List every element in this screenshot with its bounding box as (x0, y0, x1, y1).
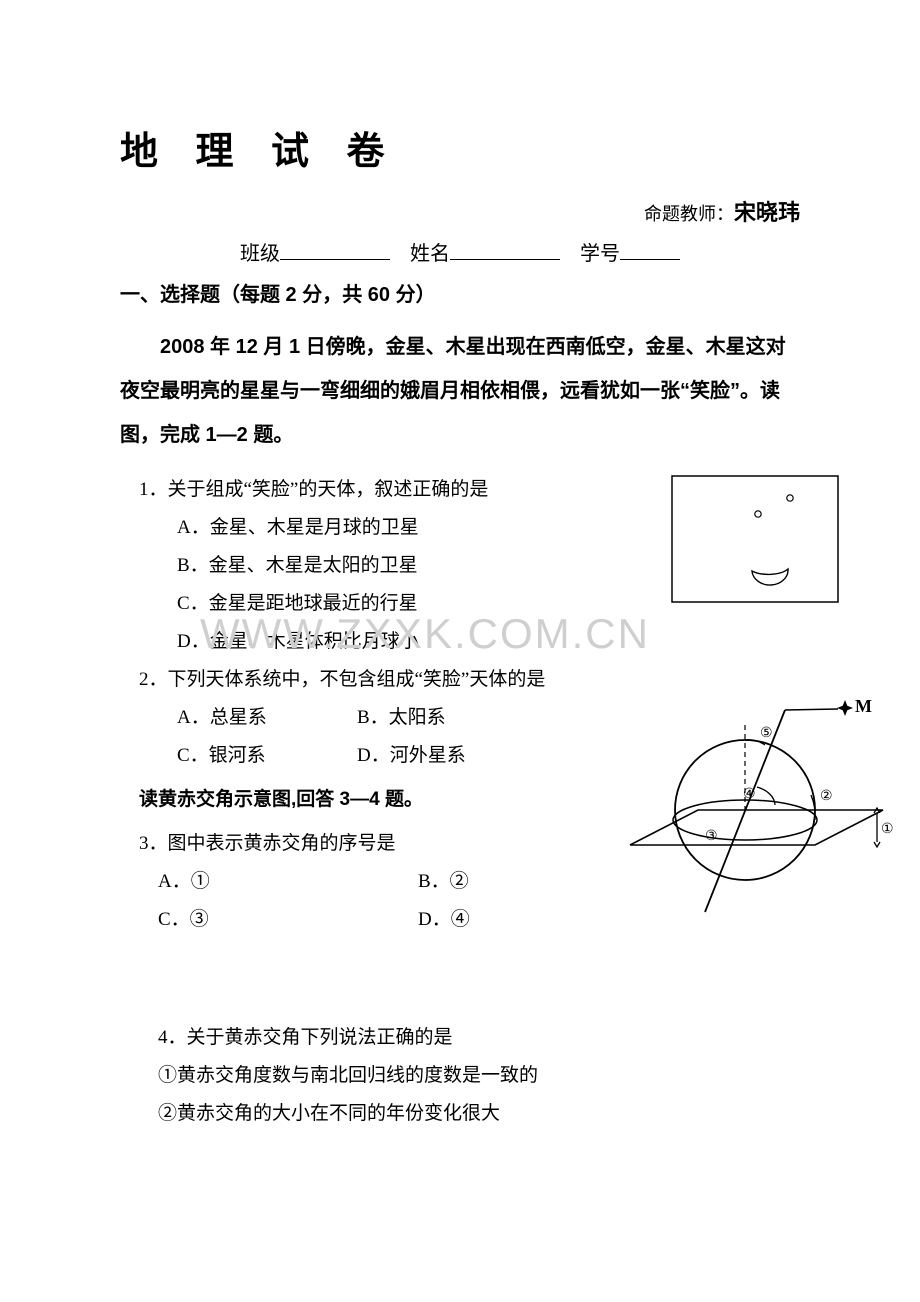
label-3: ③ (705, 829, 718, 844)
q2-opt-d: D．河外星系 (357, 737, 537, 775)
q1-opt-d: D．金星、木星体积比月球小 (177, 623, 800, 661)
class-label: 班级 (240, 243, 280, 265)
label-1: ① (881, 822, 894, 837)
figure-smile-sky (670, 474, 840, 604)
page: 地 理 试 卷 命题教师：宋晓玮 班级 姓名 学号 一、选择题（每题 2 分，共… (0, 0, 920, 1302)
q2-opt-b: B．太阳系 (357, 699, 537, 737)
id-label: 学号 (580, 243, 620, 265)
passage-1: 2008 年 12 月 1 日傍晚，金星、木星出现在西南低空，金星、木星这对夜空… (120, 325, 800, 457)
student-info-line: 班级 姓名 学号 (120, 237, 800, 266)
q2-opt-a: A．总星系 (177, 699, 357, 737)
teacher-line: 命题教师：宋晓玮 (120, 195, 800, 227)
q4-line1: ①黄赤交角度数与南北回归线的度数是一致的 (158, 1057, 800, 1095)
question-4: 4．关于黄赤交角下列说法正确的是 ①黄赤交角度数与南北回归线的度数是一致的 ②黄… (158, 1019, 800, 1133)
q4-line2: ②黄赤交角的大小在不同的年份变化很大 (158, 1095, 800, 1133)
q2-opt-c: C．银河系 (177, 737, 357, 775)
label-4: ④ (743, 787, 756, 802)
class-blank (280, 259, 390, 260)
figure-obliquity: M ⑤ ② ④ ③ ① (615, 690, 895, 915)
name-blank (450, 259, 560, 260)
teacher-name: 宋晓玮 (734, 200, 800, 225)
id-blank (620, 259, 680, 260)
teacher-label: 命题教师： (644, 204, 734, 224)
section-1-head: 一、选择题（每题 2 分，共 60 分） (120, 278, 800, 307)
q3-opt-a: A．① (158, 863, 418, 901)
q3-opt-c: C．③ (158, 901, 418, 939)
q4-stem: 4．关于黄赤交角下列说法正确的是 (158, 1019, 800, 1057)
label-2: ② (820, 789, 833, 804)
name-label: 姓名 (410, 243, 450, 265)
exam-title: 地 理 试 卷 (120, 120, 800, 175)
label-m: M (855, 696, 872, 716)
label-5: ⑤ (760, 726, 773, 741)
